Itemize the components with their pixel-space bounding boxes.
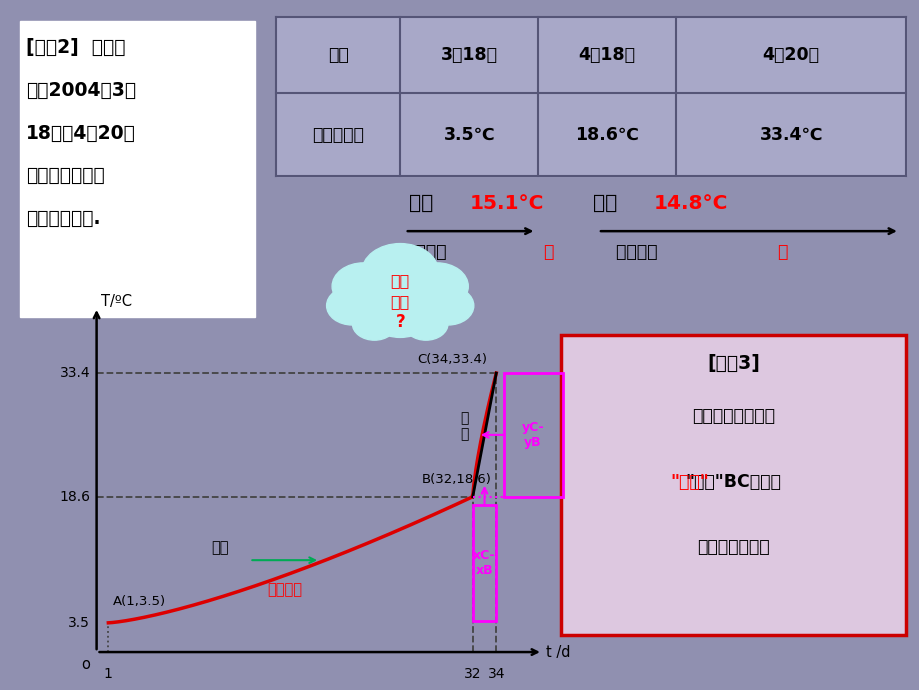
Circle shape [332,263,394,310]
Bar [20,21,255,317]
Circle shape [367,288,433,337]
Bar [503,373,562,497]
Text: 33.4: 33.4 [60,366,90,380]
Text: 4月20日: 4月20日 [762,46,819,64]
Text: 温变化曲线图.: 温变化曲线图. [26,209,100,228]
Text: 慢: 慢 [542,243,552,261]
Text: [情境2]  下面是: [情境2] 下面是 [26,38,125,57]
Circle shape [422,286,473,325]
Text: 18日到4月20日: 18日到4月20日 [26,124,135,143]
Text: 3.5: 3.5 [68,615,90,630]
Text: 温差: 温差 [409,194,433,213]
Text: 快: 快 [777,243,787,261]
Text: 15.1°C: 15.1°C [469,194,543,213]
Text: 气温曲线: 气温曲线 [267,582,301,597]
Bar [472,505,495,621]
Text: B(32,18.6): B(32,18.6) [422,473,492,486]
Text: 34: 34 [487,667,505,681]
Bar [276,17,905,176]
Text: C(34,33.4): C(34,33.4) [416,353,486,366]
Circle shape [326,286,378,325]
Text: 14.8°C: 14.8°C [652,194,727,213]
Text: 33.4℃: 33.4℃ [758,126,823,144]
Text: 平缓: 平缓 [211,540,229,555]
Text: 直线: 直线 [391,294,409,309]
Text: 温差: 温差 [593,194,617,213]
Circle shape [352,307,396,340]
Text: 32: 32 [463,667,481,681]
Text: 的陡峭程度吗？: 的陡峭程度吗？ [697,538,769,556]
Text: 3月18日: 3月18日 [440,46,497,64]
Circle shape [403,307,448,340]
Text: "量化": "量化" [669,473,709,491]
Text: 你能用数学语言来: 你能用数学语言来 [691,407,775,425]
Text: yC-
yB: yC- yB [521,421,544,449]
Text: 时间: 时间 [327,46,348,64]
Text: ?: ? [395,313,404,331]
Bar [561,335,905,635]
Text: 陡
峭: 陡 峭 [460,411,468,441]
Text: 联想: 联想 [391,273,409,288]
Text: o: o [81,657,90,672]
Text: 期间的日最高气: 期间的日最高气 [26,166,105,186]
Circle shape [405,263,468,310]
Text: A(1,3.5): A(1,3.5) [113,595,166,608]
Text: 18.6: 18.6 [59,490,90,504]
Text: xC-
xB: xC- xB [472,549,495,577]
Text: 4月18日: 4月18日 [578,46,635,64]
Text: 18.6℃: 18.6℃ [574,126,639,144]
Text: 某市2004年3月: 某市2004年3月 [26,81,136,100]
Text: 1: 1 [104,667,113,681]
Text: 日最高气温: 日最高气温 [312,126,364,144]
Text: "量化"BC段曲线: "量化"BC段曲线 [685,473,781,491]
Text: [问题3]: [问题3] [707,354,759,373]
Text: T/ºC: T/ºC [101,294,132,309]
Text: 气温变化: 气温变化 [404,243,446,261]
Circle shape [356,260,444,326]
Circle shape [361,244,438,302]
Text: 气温变化: 气温变化 [597,243,657,261]
Text: t /d: t /d [545,644,570,660]
Text: 3.5℃: 3.5℃ [443,126,494,144]
